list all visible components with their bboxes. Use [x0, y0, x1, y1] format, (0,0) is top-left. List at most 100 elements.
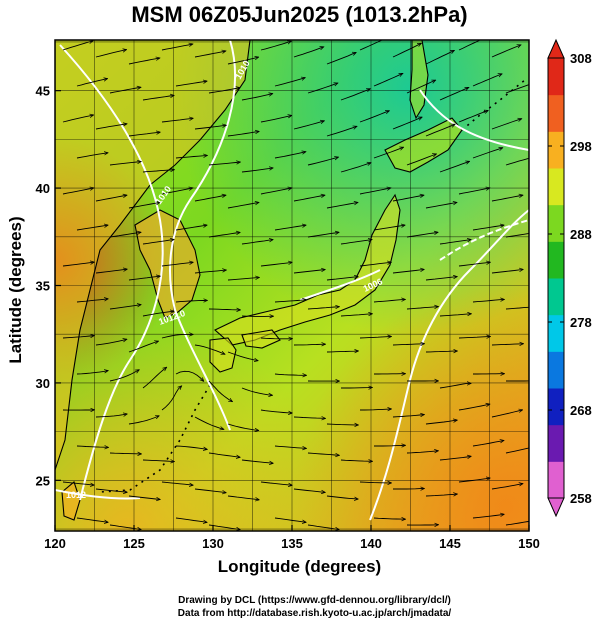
map-field: 1012.0 1010 1006 1010 1012	[55, 40, 529, 531]
wind-streamline	[95, 414, 127, 418]
wind-streamline	[227, 131, 259, 137]
wind-streamline	[406, 451, 438, 454]
colorbar-segment	[548, 424, 564, 462]
wind-streamline	[491, 269, 523, 274]
wind-streamline	[175, 81, 207, 87]
wind-streamline	[425, 420, 457, 425]
colorbar-tick-label: 288	[570, 227, 592, 242]
wind-streamline	[241, 168, 273, 173]
wind-streamline	[95, 339, 127, 346]
wind-streamline	[307, 307, 339, 310]
wind-streamline	[439, 383, 471, 389]
colorbar-segment	[548, 388, 564, 426]
wind-streamline	[340, 240, 372, 245]
wind-streamline	[505, 306, 529, 310]
wind-streamline	[373, 518, 406, 519]
wind-streamline	[241, 94, 273, 101]
wind-streamline	[326, 351, 359, 352]
wind-streamline	[142, 311, 174, 317]
colorbar-segment	[548, 351, 564, 389]
wind-streamline	[472, 225, 504, 231]
colorbar-tick-label: 268	[570, 403, 592, 418]
wind-streamline	[293, 488, 325, 492]
wind-streamline	[274, 445, 306, 448]
wind-streamline	[326, 424, 359, 425]
x-axis-label: Longitude (degrees)	[217, 557, 382, 576]
wind-streamline	[307, 452, 339, 455]
wind-streamline	[128, 415, 159, 425]
wind-streamline	[472, 148, 503, 159]
wind-streamline	[392, 269, 424, 274]
isobar-line	[419, 89, 529, 151]
wind-streamline	[307, 524, 339, 530]
wind-streamline	[293, 47, 324, 58]
colorbar-segment	[548, 58, 564, 96]
wind-streamline	[109, 162, 141, 166]
contour-label: 1012	[66, 490, 86, 500]
wind-streamline	[491, 45, 521, 58]
wind-streamline	[161, 188, 193, 195]
wind-streamline	[260, 115, 292, 123]
wind-streamline	[439, 87, 469, 101]
wind-streamline	[76, 79, 108, 87]
wind-streamline	[373, 72, 403, 87]
wind-streamline	[505, 447, 529, 454]
wind-streamline	[161, 118, 193, 123]
wind-streamline	[208, 162, 240, 166]
wind-streamline	[128, 276, 160, 281]
wind-streamline	[142, 240, 174, 245]
wind-streamline	[406, 154, 437, 166]
wind-streamline	[359, 482, 392, 483]
wind-streamline	[142, 95, 174, 101]
wind-streamline	[128, 341, 159, 353]
wind-streamline	[142, 460, 175, 462]
wind-streamline	[109, 524, 141, 530]
colorbar-segment	[548, 314, 564, 352]
wind-streamline	[260, 338, 293, 339]
x-tick-label: 130	[202, 536, 224, 551]
wind-streamline	[406, 307, 438, 310]
isobar-line	[439, 219, 529, 261]
wind-streamline	[142, 367, 167, 389]
wind-streamline	[175, 517, 207, 522]
wind-streamline	[175, 155, 207, 159]
wind-streamline	[393, 489, 425, 490]
wind-streamline	[373, 299, 405, 303]
colorbar-tick-label: 308	[570, 51, 592, 66]
wind-streamline	[326, 52, 356, 65]
wind-streamline	[76, 517, 108, 522]
wind-streamline	[458, 337, 491, 339]
wind-streamline	[95, 195, 127, 202]
colorbar-segment	[548, 131, 564, 169]
x-tick-label: 135	[281, 536, 303, 551]
wind-streamline	[194, 270, 226, 274]
wind-streamline	[472, 514, 504, 519]
wind-streamline	[109, 305, 141, 310]
colorbar-tick-label: 298	[570, 139, 592, 154]
colorbar-segment	[548, 204, 564, 242]
wind-streamline	[392, 117, 422, 130]
wind-streamline	[274, 517, 306, 522]
wind-streamline	[307, 232, 339, 238]
isobar-line	[55, 489, 141, 500]
wind-streamline	[359, 262, 391, 267]
wind-streamline	[274, 300, 306, 303]
wind-streamline	[227, 423, 259, 431]
wind-streamline	[208, 524, 240, 530]
wind-streamline	[95, 488, 127, 492]
wind-streamline	[62, 481, 94, 485]
wind-streamline	[260, 188, 292, 195]
credits-drawing: Drawing by DCL (https://www.gfd-dennou.o…	[178, 595, 451, 606]
wind-streamline	[458, 110, 488, 123]
wind-streamline	[260, 409, 292, 413]
wind-streamline	[373, 147, 404, 159]
wind-streamlines	[62, 40, 529, 530]
wind-streamline	[425, 494, 457, 496]
wind-streamline	[326, 495, 358, 499]
wind-streamline	[340, 314, 372, 317]
wind-streamline	[458, 478, 490, 483]
wind-streamline	[293, 344, 326, 345]
wind-streamline	[260, 41, 291, 51]
colorbar-tick-label: 258	[570, 491, 592, 506]
